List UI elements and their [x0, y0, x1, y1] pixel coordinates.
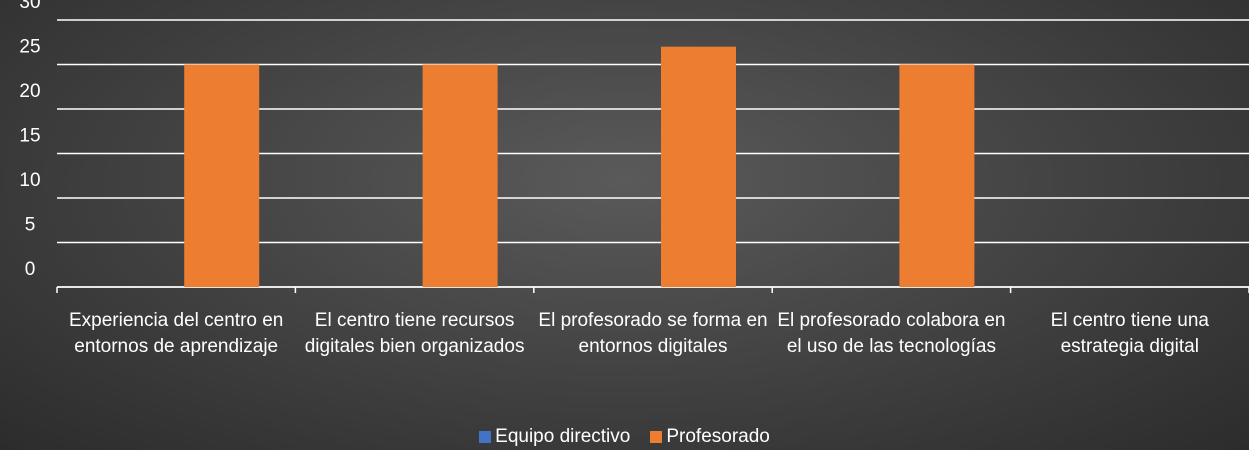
- legend-label: Equipo directivo: [495, 426, 631, 447]
- y-tick-label: 15: [19, 126, 40, 147]
- legend-item: Profesorado: [650, 426, 770, 448]
- x-tick-label: El profesorado se forma en entornos digi…: [538, 310, 768, 357]
- y-tick-label: 10: [19, 170, 40, 191]
- bar: [184, 64, 260, 287]
- legend-swatch: [479, 431, 492, 443]
- bar: [661, 46, 736, 288]
- legend: Equipo directivo Profesorado: [0, 426, 1249, 449]
- y-tick-label: 20: [19, 81, 40, 102]
- x-tick-label: El centro tiene recursos digitales bien …: [304, 310, 525, 357]
- y-tick-label: 30: [19, 0, 40, 13]
- x-tick-label: El centro tiene una estrategia digital: [1050, 310, 1210, 357]
- bar: [899, 64, 975, 287]
- y-tick-label: 0: [25, 259, 36, 280]
- y-tick-label: 5: [25, 215, 36, 236]
- x-tick-label: Experiencia del centro en entornos de ap…: [68, 310, 284, 357]
- x-tick-label: El profesorado colabora en el uso de las…: [777, 310, 1006, 357]
- bar: [422, 64, 498, 287]
- legend-swatch: [650, 431, 663, 443]
- legend-label: Profesorado: [666, 426, 770, 447]
- legend-item: Equipo directivo: [479, 426, 630, 448]
- y-tick-label: 25: [19, 37, 40, 58]
